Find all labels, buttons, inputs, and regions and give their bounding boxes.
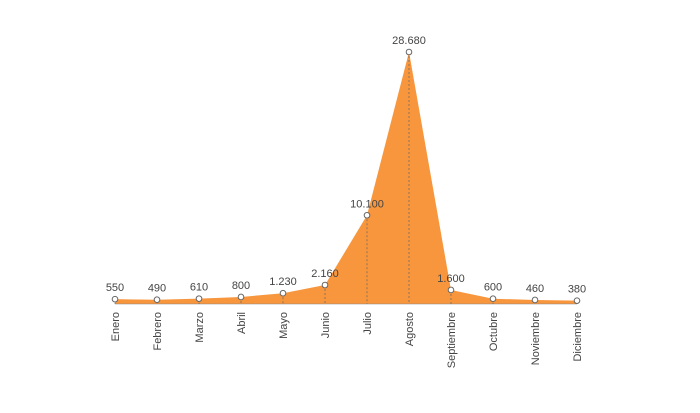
x-tick-label: Diciembre bbox=[572, 312, 584, 362]
value-label: 460 bbox=[526, 283, 544, 295]
x-tick-label: Octubre bbox=[488, 312, 500, 351]
value-label: 1.230 bbox=[269, 276, 297, 288]
point bbox=[405, 48, 413, 56]
point bbox=[321, 281, 329, 289]
point bbox=[279, 289, 287, 297]
value-label: 550 bbox=[106, 282, 124, 294]
point bbox=[111, 295, 119, 303]
point bbox=[363, 211, 371, 219]
point bbox=[489, 295, 497, 303]
point bbox=[153, 296, 161, 303]
point bbox=[195, 295, 203, 302]
point bbox=[447, 286, 455, 294]
x-tick-label: Septiembre bbox=[446, 312, 458, 368]
x-tick-label: Julio bbox=[362, 312, 374, 335]
value-label: 2.160 bbox=[311, 268, 339, 280]
value-label: 490 bbox=[148, 283, 166, 295]
x-tick-label: Noviembre bbox=[530, 312, 542, 365]
x-tick-label: Abril bbox=[236, 312, 248, 334]
x-tick-label: Agosto bbox=[404, 312, 416, 346]
x-tick-label: Febrero bbox=[152, 312, 164, 351]
x-tick-label: Marzo bbox=[194, 312, 206, 343]
value-label: 28.680 bbox=[392, 35, 426, 47]
x-tick-label: Junio bbox=[320, 312, 332, 338]
point bbox=[531, 296, 539, 304]
value-label: 1.600 bbox=[437, 273, 465, 285]
value-label: 610 bbox=[190, 282, 208, 294]
point bbox=[573, 297, 581, 304]
value-label: 600 bbox=[484, 282, 502, 294]
value-label: 800 bbox=[232, 280, 250, 292]
x-tick-label: Enero bbox=[110, 312, 122, 341]
point bbox=[237, 293, 245, 301]
value-label: 10.100 bbox=[350, 198, 384, 210]
area bbox=[115, 52, 577, 304]
x-tick-label: Mayo bbox=[278, 312, 290, 339]
value-label: 380 bbox=[568, 284, 586, 296]
